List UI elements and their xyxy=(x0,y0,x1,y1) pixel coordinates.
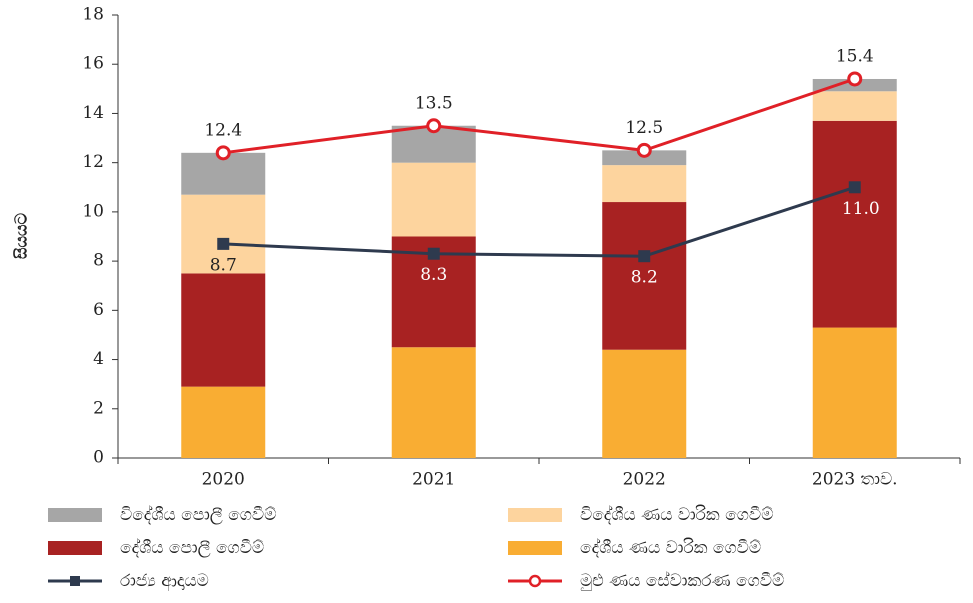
data-label: 12.4 xyxy=(204,120,242,140)
legend-marker xyxy=(70,576,80,586)
y-tick-label: 18 xyxy=(82,5,104,25)
y-tick-label: 2 xyxy=(93,398,104,418)
data-label: 8.2 xyxy=(631,268,658,288)
data-label: 8.7 xyxy=(210,255,237,275)
data-label: 8.3 xyxy=(420,265,447,285)
legend-label: මුළු ණය සේවාකරණ ගෙවීම් xyxy=(580,571,784,591)
line xyxy=(223,185,856,258)
data-label: 11.0 xyxy=(842,199,880,219)
legend-swatch xyxy=(48,508,102,522)
legend-label: විදේශීය ණය වාරික ගෙවීම් xyxy=(580,505,773,525)
legend-swatch xyxy=(508,541,562,555)
y-tick-label: 16 xyxy=(82,54,104,74)
y-tick-label: 8 xyxy=(93,251,104,271)
marker xyxy=(426,118,442,134)
legend-label: විදේශීය පොලී ගෙවීම් xyxy=(120,505,276,525)
legend-marker xyxy=(528,574,542,588)
bar-segment xyxy=(181,194,266,274)
bar-segment xyxy=(602,165,687,203)
y-axis-label: සියයට xyxy=(12,213,31,260)
marker xyxy=(848,181,861,194)
y-tick-label: 0 xyxy=(93,448,104,468)
bar-segment xyxy=(812,91,897,121)
data-label: 13.5 xyxy=(415,93,453,113)
bar-segment xyxy=(812,327,897,458)
legend-swatch xyxy=(508,508,562,522)
y-tick-label: 10 xyxy=(82,201,104,221)
x-tick-label: 2022 xyxy=(623,470,666,490)
marker xyxy=(847,71,863,87)
x-tick-label: 2020 xyxy=(202,470,245,490)
bar-segment xyxy=(391,162,476,237)
legend-label: දේශීය පොලී ගෙවීම් xyxy=(120,538,264,558)
bar-segment xyxy=(602,202,687,350)
data-label: 15.4 xyxy=(836,46,874,66)
legend-swatch xyxy=(48,541,102,555)
marker xyxy=(217,237,230,250)
line xyxy=(223,77,856,155)
marker xyxy=(427,247,440,260)
x-tick-label: 2021 xyxy=(412,470,455,490)
legend-label: දේශීය ණය වාරික ගෙවීම් xyxy=(580,538,761,558)
marker xyxy=(636,142,652,158)
marker xyxy=(638,250,651,263)
marker xyxy=(215,145,231,161)
y-tick-label: 12 xyxy=(82,152,104,172)
y-tick-label: 4 xyxy=(93,349,104,369)
bar-segment xyxy=(812,120,897,328)
bar-segment xyxy=(181,273,266,387)
y-tick-label: 14 xyxy=(82,103,104,123)
x-tick-label: 2023 තාව. xyxy=(812,470,898,490)
bar-segment xyxy=(181,386,266,458)
y-tick-label: 6 xyxy=(93,300,104,320)
legend-label: රාජ්‍ය ආදායම xyxy=(120,571,209,592)
data-label: 12.5 xyxy=(625,118,663,138)
bar-segment xyxy=(602,349,687,458)
bar-segment xyxy=(391,347,476,458)
